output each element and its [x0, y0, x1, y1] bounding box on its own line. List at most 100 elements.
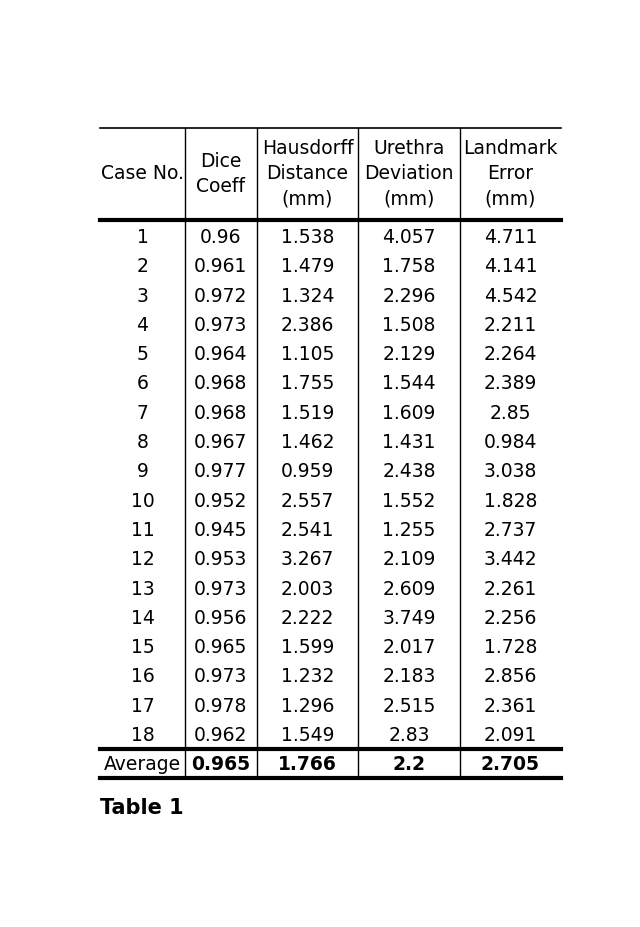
- Text: 4.141: 4.141: [484, 257, 537, 276]
- Text: 0.952: 0.952: [194, 491, 248, 510]
- Text: 0.961: 0.961: [194, 257, 248, 276]
- Text: 13: 13: [131, 579, 154, 598]
- Text: 3: 3: [136, 286, 148, 305]
- Text: 1.255: 1.255: [382, 520, 436, 540]
- Text: 1.552: 1.552: [382, 491, 436, 510]
- Text: 2.183: 2.183: [382, 667, 436, 686]
- Text: 3.442: 3.442: [484, 550, 537, 568]
- Text: 2.256: 2.256: [484, 608, 537, 628]
- Text: Dice
Coeff: Dice Coeff: [196, 152, 245, 196]
- Text: 2.296: 2.296: [382, 286, 436, 305]
- Text: 1.766: 1.766: [278, 755, 337, 773]
- Text: 2.222: 2.222: [281, 608, 334, 628]
- Text: 0.965: 0.965: [191, 755, 250, 773]
- Text: 0.965: 0.965: [194, 638, 248, 656]
- Text: 2.003: 2.003: [281, 579, 334, 598]
- Text: 4.057: 4.057: [382, 228, 436, 247]
- Text: 3.749: 3.749: [382, 608, 436, 628]
- Text: 3.038: 3.038: [484, 462, 537, 481]
- Text: Table 1: Table 1: [100, 797, 184, 818]
- Text: 17: 17: [131, 696, 154, 715]
- Text: 1.508: 1.508: [382, 315, 436, 335]
- Text: 14: 14: [131, 608, 154, 628]
- Text: 2: 2: [136, 257, 148, 276]
- Text: 2.705: 2.705: [481, 755, 540, 773]
- Text: 1.549: 1.549: [281, 725, 334, 744]
- Text: Case No.: Case No.: [101, 164, 184, 184]
- Text: 11: 11: [131, 520, 154, 540]
- Text: 1.105: 1.105: [281, 345, 334, 363]
- Text: 1.538: 1.538: [281, 228, 334, 247]
- Text: 1.544: 1.544: [382, 375, 436, 393]
- Text: 2.515: 2.515: [382, 696, 436, 715]
- Text: 10: 10: [131, 491, 154, 510]
- Text: 0.964: 0.964: [194, 345, 248, 363]
- Text: 5: 5: [136, 345, 148, 363]
- Text: 0.956: 0.956: [194, 608, 248, 628]
- Text: 0.962: 0.962: [194, 725, 248, 744]
- Text: 2.386: 2.386: [281, 315, 334, 335]
- Text: 2.737: 2.737: [484, 520, 537, 540]
- Text: 4.542: 4.542: [484, 286, 537, 305]
- Text: 0.945: 0.945: [194, 520, 248, 540]
- Text: 2.609: 2.609: [382, 579, 436, 598]
- Text: 2.211: 2.211: [484, 315, 537, 335]
- Text: 2.438: 2.438: [382, 462, 436, 481]
- Text: 1.296: 1.296: [281, 696, 334, 715]
- Text: 18: 18: [131, 725, 154, 744]
- Text: 0.984: 0.984: [484, 433, 537, 451]
- Text: 2.129: 2.129: [382, 345, 436, 363]
- Text: 9: 9: [136, 462, 148, 481]
- Text: 8: 8: [136, 433, 148, 451]
- Text: 2.264: 2.264: [484, 345, 537, 363]
- Text: 1.599: 1.599: [281, 638, 334, 656]
- Text: 1.479: 1.479: [281, 257, 334, 276]
- Text: Landmark
Error
(mm): Landmark Error (mm): [463, 139, 557, 209]
- Text: 1.758: 1.758: [382, 257, 436, 276]
- Text: 0.968: 0.968: [194, 375, 248, 393]
- Text: 0.972: 0.972: [194, 286, 248, 305]
- Text: 0.968: 0.968: [194, 403, 248, 423]
- Text: 2.541: 2.541: [281, 520, 334, 540]
- Text: 1.324: 1.324: [281, 286, 334, 305]
- Text: 0.967: 0.967: [194, 433, 248, 451]
- Text: 0.96: 0.96: [200, 228, 242, 247]
- Text: 2.2: 2.2: [392, 755, 426, 773]
- Text: 0.959: 0.959: [281, 462, 334, 481]
- Text: Hausdorff
Distance
(mm): Hausdorff Distance (mm): [262, 139, 353, 209]
- Text: 1.728: 1.728: [484, 638, 537, 656]
- Text: 1.755: 1.755: [281, 375, 334, 393]
- Text: 2.091: 2.091: [484, 725, 537, 744]
- Text: 0.953: 0.953: [194, 550, 248, 568]
- Text: 1.431: 1.431: [382, 433, 436, 451]
- Text: 1.828: 1.828: [484, 491, 537, 510]
- Text: 2.389: 2.389: [484, 375, 537, 393]
- Text: 0.977: 0.977: [194, 462, 248, 481]
- Text: 12: 12: [131, 550, 154, 568]
- Text: 16: 16: [131, 667, 154, 686]
- Text: 1.519: 1.519: [281, 403, 334, 423]
- Text: 6: 6: [136, 375, 148, 393]
- Text: 1.232: 1.232: [281, 667, 334, 686]
- Text: 0.973: 0.973: [194, 315, 248, 335]
- Text: 1: 1: [136, 228, 148, 247]
- Text: 2.017: 2.017: [382, 638, 436, 656]
- Text: 2.557: 2.557: [281, 491, 334, 510]
- Text: 3.267: 3.267: [281, 550, 334, 568]
- Text: Average: Average: [104, 755, 181, 773]
- Text: 1.462: 1.462: [281, 433, 334, 451]
- Text: 7: 7: [136, 403, 148, 423]
- Text: 0.978: 0.978: [194, 696, 248, 715]
- Text: 1.609: 1.609: [382, 403, 436, 423]
- Text: 2.83: 2.83: [388, 725, 429, 744]
- Text: 4.711: 4.711: [484, 228, 537, 247]
- Text: 2.361: 2.361: [484, 696, 537, 715]
- Text: 2.109: 2.109: [382, 550, 436, 568]
- Text: 2.856: 2.856: [484, 667, 537, 686]
- Text: 2.85: 2.85: [490, 403, 531, 423]
- Text: 15: 15: [131, 638, 154, 656]
- Text: 2.261: 2.261: [484, 579, 537, 598]
- Text: 4: 4: [136, 315, 148, 335]
- Text: 0.973: 0.973: [194, 579, 248, 598]
- Text: 0.973: 0.973: [194, 667, 248, 686]
